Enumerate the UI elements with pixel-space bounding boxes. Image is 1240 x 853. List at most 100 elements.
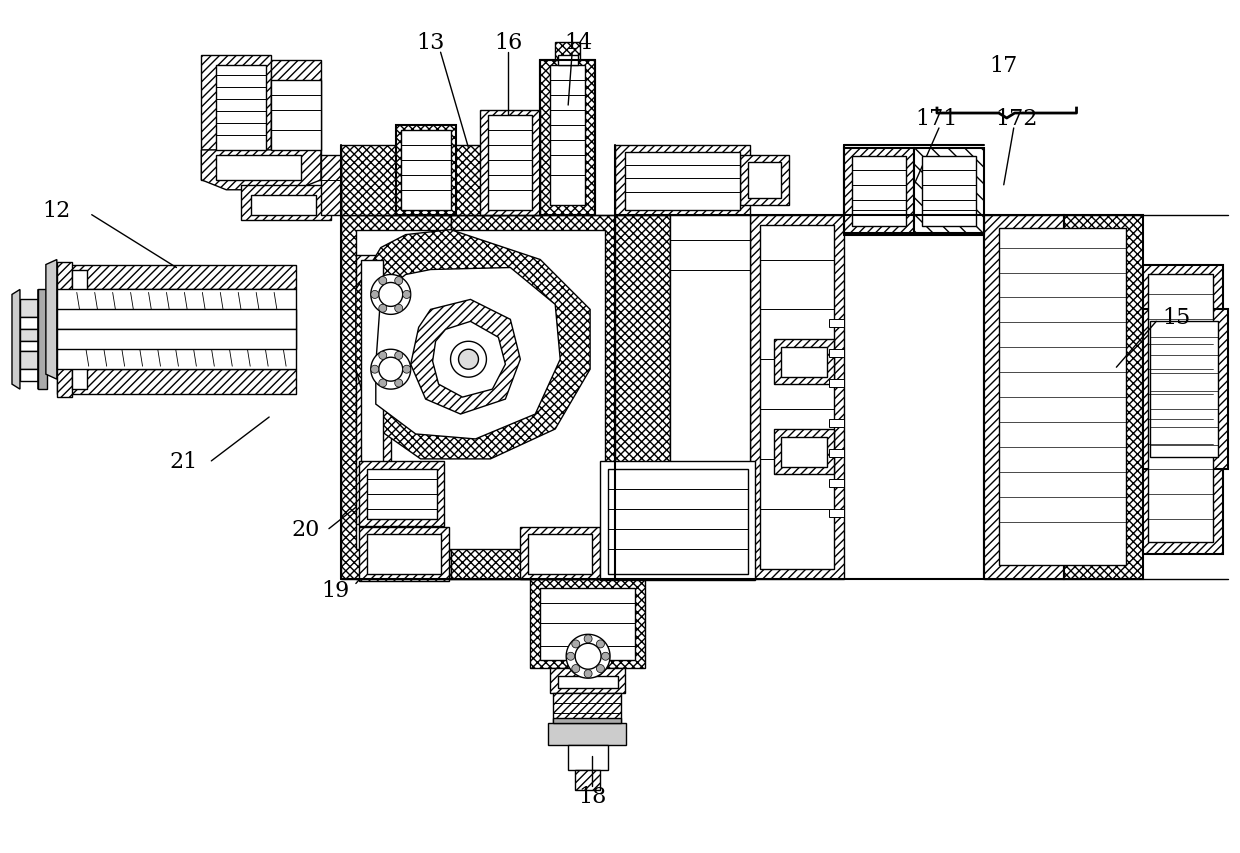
Polygon shape [57, 330, 296, 350]
Polygon shape [541, 61, 595, 216]
Polygon shape [1151, 322, 1218, 457]
Text: 12: 12 [42, 200, 71, 222]
Polygon shape [775, 339, 835, 385]
Polygon shape [272, 81, 321, 151]
Polygon shape [998, 229, 1126, 565]
Polygon shape [394, 277, 403, 285]
Polygon shape [521, 527, 600, 579]
Polygon shape [551, 66, 585, 206]
Polygon shape [914, 148, 983, 234]
Polygon shape [1143, 310, 1228, 469]
Polygon shape [596, 641, 604, 648]
Polygon shape [450, 146, 506, 216]
Polygon shape [852, 157, 906, 226]
Polygon shape [367, 469, 436, 519]
Polygon shape [401, 131, 450, 211]
Polygon shape [201, 151, 321, 181]
Polygon shape [1148, 276, 1213, 542]
Polygon shape [572, 664, 580, 673]
Polygon shape [38, 290, 47, 390]
Polygon shape [781, 348, 827, 378]
Polygon shape [46, 260, 57, 380]
Polygon shape [553, 718, 621, 723]
Polygon shape [760, 225, 835, 569]
Polygon shape [596, 664, 604, 673]
Text: 13: 13 [417, 32, 445, 55]
Polygon shape [600, 461, 755, 581]
Text: 16: 16 [495, 32, 522, 55]
Polygon shape [608, 469, 748, 574]
Polygon shape [567, 635, 610, 678]
Polygon shape [252, 195, 316, 216]
Polygon shape [396, 146, 450, 216]
Polygon shape [830, 350, 844, 357]
Polygon shape [459, 350, 479, 369]
Polygon shape [830, 450, 844, 457]
Text: 17: 17 [990, 55, 1018, 77]
Polygon shape [781, 438, 827, 467]
Polygon shape [749, 216, 844, 579]
Polygon shape [57, 290, 296, 369]
Polygon shape [830, 509, 844, 517]
Polygon shape [450, 342, 486, 378]
Polygon shape [394, 380, 403, 387]
Polygon shape [216, 66, 267, 151]
Polygon shape [378, 277, 387, 285]
Polygon shape [558, 676, 618, 688]
Text: 14: 14 [564, 32, 593, 55]
Polygon shape [558, 56, 578, 66]
Polygon shape [367, 534, 440, 574]
Polygon shape [321, 156, 341, 216]
Polygon shape [378, 283, 403, 307]
Polygon shape [20, 330, 38, 342]
Polygon shape [830, 420, 844, 427]
Polygon shape [356, 255, 391, 524]
Polygon shape [584, 670, 591, 678]
Polygon shape [20, 342, 38, 351]
Polygon shape [830, 320, 844, 328]
Polygon shape [830, 380, 844, 387]
Polygon shape [358, 527, 449, 582]
Text: 172: 172 [996, 107, 1038, 130]
Polygon shape [358, 461, 444, 526]
Polygon shape [739, 156, 790, 206]
Polygon shape [242, 186, 331, 220]
Polygon shape [371, 350, 410, 390]
Polygon shape [556, 44, 580, 61]
Polygon shape [923, 157, 976, 226]
Polygon shape [830, 479, 844, 487]
Polygon shape [47, 360, 57, 374]
Polygon shape [378, 352, 387, 360]
Polygon shape [983, 216, 1064, 579]
Polygon shape [1064, 216, 1143, 579]
Polygon shape [775, 430, 835, 474]
Polygon shape [378, 305, 387, 313]
Polygon shape [201, 151, 321, 190]
Polygon shape [12, 290, 20, 390]
Polygon shape [548, 723, 626, 745]
Polygon shape [57, 310, 296, 330]
Polygon shape [356, 230, 590, 460]
Polygon shape [403, 291, 410, 299]
Polygon shape [531, 579, 645, 669]
Polygon shape [72, 270, 87, 390]
Polygon shape [371, 291, 378, 299]
Polygon shape [378, 380, 387, 387]
Polygon shape [20, 351, 38, 369]
Polygon shape [361, 260, 383, 519]
Polygon shape [615, 146, 749, 216]
Polygon shape [356, 230, 605, 549]
Polygon shape [572, 641, 580, 648]
Polygon shape [450, 216, 615, 579]
Polygon shape [376, 268, 560, 439]
Text: 171: 171 [916, 107, 959, 130]
Polygon shape [394, 305, 403, 313]
Polygon shape [601, 653, 610, 660]
Polygon shape [38, 290, 47, 390]
Polygon shape [341, 216, 450, 579]
Polygon shape [403, 366, 410, 374]
Polygon shape [57, 262, 72, 397]
Polygon shape [584, 635, 591, 643]
Polygon shape [551, 669, 625, 693]
Polygon shape [272, 61, 321, 151]
